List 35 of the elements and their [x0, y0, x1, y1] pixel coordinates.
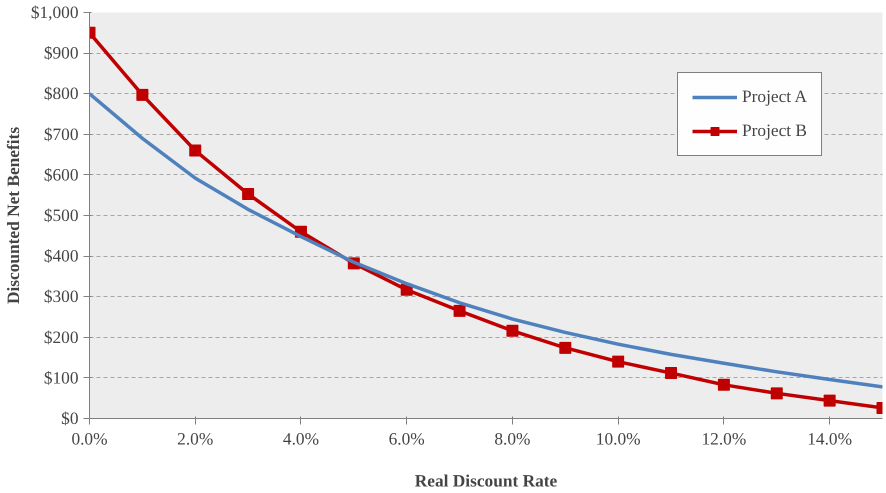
- y-tick-label: $200: [44, 328, 78, 347]
- point: [770, 387, 783, 400]
- point: [242, 188, 254, 200]
- y-tick-label: $300: [44, 287, 78, 306]
- line-series: [90, 92, 882, 389]
- x-tick-label: 10.0%: [596, 430, 641, 448]
- y-tick-label: $500: [44, 206, 78, 225]
- point: [506, 324, 518, 337]
- x-tick-label: 8.0%: [494, 430, 530, 448]
- y-tick-label: $1,000: [30, 3, 79, 22]
- x-tick-label: 14.0%: [807, 430, 852, 448]
- x-tick-label: 2.0%: [177, 430, 214, 448]
- y-tick-label: $100: [44, 368, 78, 388]
- x-tick-label: 0.0%: [71, 430, 108, 448]
- y-tick-label: $800: [44, 84, 78, 104]
- point: [454, 304, 466, 317]
- y-tick-label: $900: [44, 44, 78, 63]
- y-tick-label: $600: [44, 165, 78, 184]
- point: [189, 144, 202, 157]
- point: [559, 342, 572, 354]
- y-tick-label: $0: [61, 409, 78, 428]
- point: [718, 378, 730, 391]
- point: [824, 394, 836, 407]
- x-tick-label: 6.0%: [388, 430, 425, 448]
- x-axis-title: Real Discount Rate: [414, 472, 558, 490]
- point: [136, 88, 148, 101]
- y-tick-label: $400: [44, 246, 78, 266]
- y-axis-title: Discounted Net Benefits: [4, 126, 23, 304]
- y-tick-label: $700: [44, 124, 78, 144]
- legend-label: Project A: [742, 87, 807, 107]
- point: [665, 367, 678, 380]
- legend-label: Project B: [742, 121, 807, 141]
- x-tick-label: 12.0%: [702, 430, 746, 448]
- point: [612, 356, 624, 368]
- x-tick-label: 4.0%: [282, 430, 320, 448]
